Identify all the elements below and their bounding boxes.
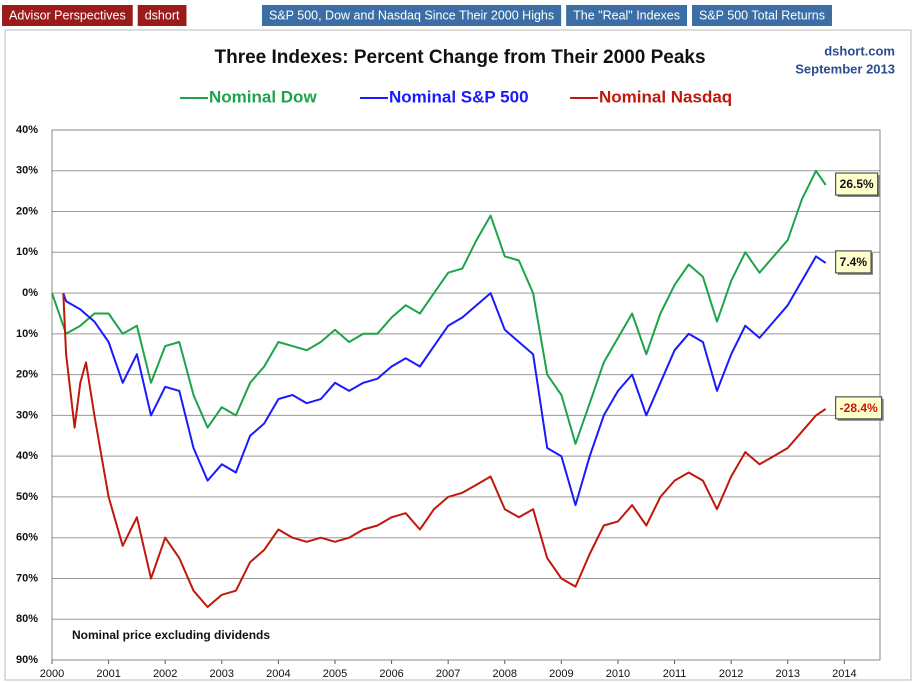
y-tick-label: 60% <box>16 532 38 544</box>
end-label-box <box>835 250 872 274</box>
y-tick-label: 10% <box>16 246 38 258</box>
nav-button-label[interactable]: S&P 500, Dow and Nasdaq Since Their 2000… <box>269 8 554 22</box>
y-tick-label: 40% <box>16 450 38 462</box>
nav-button-label[interactable]: dshort <box>145 8 180 22</box>
x-tick-label: 2008 <box>493 668 517 680</box>
chart-frame <box>4 29 912 681</box>
x-tick-label: 2007 <box>436 668 460 680</box>
y-tick-label: 20% <box>16 205 38 217</box>
footnote: Nominal price excluding dividends <box>72 628 270 642</box>
x-tick-label: 2009 <box>549 668 573 680</box>
x-tick-label: 2002 <box>153 668 177 680</box>
series-line <box>62 255 827 507</box>
y-tick-label: 20% <box>16 369 38 381</box>
legend-label: Nominal Dow <box>209 87 317 106</box>
x-tick-label: 2006 <box>379 668 403 680</box>
y-tick-label: 90% <box>16 654 38 666</box>
nav-button-bg[interactable] <box>262 5 562 26</box>
y-tick-label: 50% <box>16 491 38 503</box>
end-label: -28.4% <box>835 396 884 421</box>
y-tick-label: 30% <box>16 409 38 421</box>
end-label-text: 26.5% <box>840 177 874 191</box>
nav-button[interactable]: S&P 500 Total Returns <box>692 5 833 26</box>
x-tick-label: 2005 <box>323 668 347 680</box>
x-tick-label: 2014 <box>832 668 856 680</box>
x-tick-label: 2010 <box>606 668 630 680</box>
y-tick-label: 0% <box>22 287 38 299</box>
nav-button-label[interactable]: Advisor Perspectives <box>9 8 126 22</box>
nav-button-label[interactable]: The "Real" Indexes <box>573 8 680 22</box>
x-tick-label: 2000 <box>40 668 64 680</box>
plot-border <box>51 129 881 661</box>
x-tick-label: 2011 <box>663 668 687 680</box>
series-line <box>62 293 827 608</box>
x-tick-label: 2012 <box>719 668 743 680</box>
nav-button[interactable]: Advisor Perspectives <box>2 5 133 26</box>
nav-button-bg[interactable] <box>692 5 833 26</box>
end-label-text: -28.4% <box>840 401 878 415</box>
chart-title: Three Indexes: Percent Change from Their… <box>214 47 705 68</box>
y-tick-label: 80% <box>16 613 38 625</box>
y-tick-label: 70% <box>16 572 38 584</box>
legend-label: Nominal S&P 500 <box>389 87 529 106</box>
nav-button-bg[interactable] <box>137 5 187 26</box>
x-tick-label: 2004 <box>266 668 290 680</box>
x-tick-label: 2013 <box>776 668 800 680</box>
nav-button[interactable]: The "Real" Indexes <box>566 5 687 26</box>
end-label: 7.4% <box>835 250 874 275</box>
end-label-box <box>835 172 879 196</box>
nav-button-bg[interactable] <box>2 5 133 26</box>
nav-button-bg[interactable] <box>566 5 687 26</box>
x-tick-label: 2003 <box>210 668 234 680</box>
nav-button[interactable]: dshort <box>137 5 187 26</box>
date-note: September 2013 <box>795 61 895 76</box>
end-label: 26.5% <box>835 172 880 198</box>
y-tick-label: 10% <box>16 328 38 340</box>
y-tick-label: 30% <box>16 165 38 177</box>
x-tick-label: 2001 <box>96 668 120 680</box>
nav-button[interactable]: S&P 500, Dow and Nasdaq Since Their 2000… <box>262 5 562 26</box>
end-label-box <box>835 396 883 420</box>
series-line <box>51 169 827 445</box>
legend-label: Nominal Nasdaq <box>599 87 732 106</box>
site-note: dshort.com <box>824 43 895 58</box>
nav-button-label[interactable]: S&P 500 Total Returns <box>699 8 825 22</box>
end-label-text: 7.4% <box>840 255 868 269</box>
y-tick-label: 40% <box>16 124 38 136</box>
